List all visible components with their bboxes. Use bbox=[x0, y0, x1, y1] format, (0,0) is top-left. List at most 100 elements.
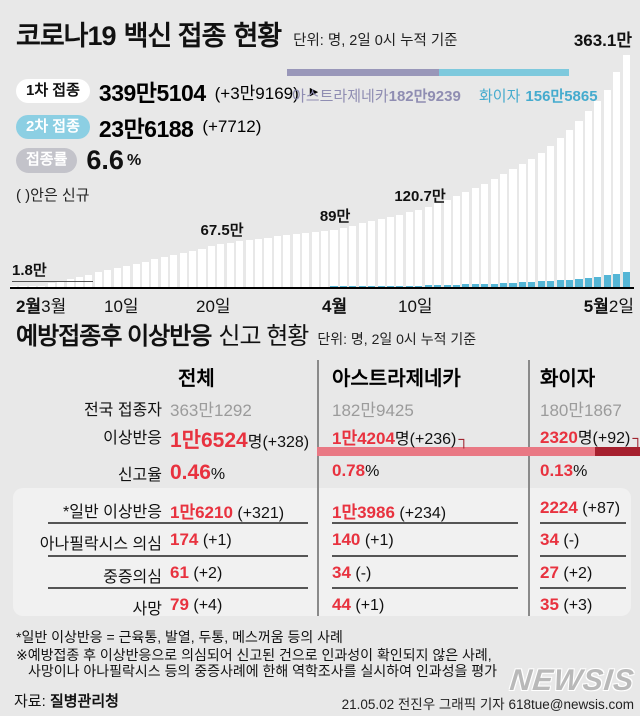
source-value: 질병관리청 bbox=[49, 693, 119, 710]
chart-bar-dose1 bbox=[349, 225, 357, 287]
chart-bar-dose1 bbox=[28, 285, 36, 287]
table-row: 신고율 0.46% 0.78% 0.13% bbox=[0, 461, 640, 485]
chart-bar-dose1 bbox=[198, 248, 206, 287]
table-cell: 0.46% bbox=[170, 461, 226, 484]
chart-bar-dose2 bbox=[518, 282, 527, 287]
row-separator bbox=[540, 555, 626, 557]
chart-bar-dose1 bbox=[132, 263, 140, 287]
chart-bar-dose1 bbox=[38, 285, 46, 287]
chart-bar-dose2 bbox=[339, 285, 347, 287]
table-row: 전국 접종자 363만1292 182만9425 180만1867 bbox=[0, 396, 640, 420]
dose1-row: 1차 접종 339만5104 (+3만9169) ▶ bbox=[16, 74, 318, 108]
pfizer-label: 화이자 bbox=[478, 88, 521, 105]
chart-bar-dose2 bbox=[603, 275, 611, 287]
chart-bar-dose2 bbox=[452, 284, 461, 287]
chart-bar-dose2 bbox=[434, 285, 442, 287]
chart-bar-dose1 bbox=[490, 179, 498, 287]
chart-bar-dose1 bbox=[405, 212, 413, 287]
bracket-connector-icon: ┐ bbox=[458, 431, 469, 448]
chart-bar-dose1 bbox=[575, 120, 583, 287]
table-cell: 35 (+3) bbox=[540, 595, 593, 614]
chart-bar-dose1 bbox=[622, 55, 630, 287]
chart-bar-dose1 bbox=[462, 191, 470, 287]
table-column-header: 아스트라제네카 bbox=[332, 368, 461, 390]
column-divider-2 bbox=[528, 360, 530, 616]
table-row-label: 아나필락시스 의심 bbox=[39, 536, 162, 553]
chart-bar-dose2 bbox=[405, 285, 413, 287]
chart-bar-dose1 bbox=[217, 243, 225, 287]
chart-bar-dose1 bbox=[424, 206, 432, 287]
chart-bar-dose1 bbox=[566, 129, 574, 287]
table-cell: 363만1292 bbox=[170, 401, 252, 420]
table-cell: 140 (+1) bbox=[332, 530, 394, 549]
title-part2: 백신 접종 bbox=[123, 21, 227, 51]
table-row-label: 이상반응 bbox=[103, 430, 162, 447]
chart-x-tick-label: 10일 bbox=[104, 297, 139, 316]
chart-bar-dose1 bbox=[141, 261, 150, 287]
table-cell: 61 (+2) bbox=[170, 563, 223, 582]
chart-bar-dose1 bbox=[75, 276, 84, 287]
chart-bar-dose1 bbox=[264, 237, 272, 287]
split-bar-az-segment bbox=[287, 69, 439, 76]
section2-title-part2: 신고 현황 bbox=[218, 323, 309, 350]
rate-row: 접종률 6.6 % bbox=[16, 145, 141, 176]
table-cell: 2224 (+87) bbox=[540, 498, 621, 517]
chart-x-tick-label: 10일 bbox=[398, 297, 433, 316]
chart-bar-dose1 bbox=[452, 195, 461, 287]
chart-bar-dose1 bbox=[415, 209, 423, 287]
table-cell: 2320명(+92) ┐ bbox=[540, 424, 640, 448]
chart-bar-dose1 bbox=[377, 219, 385, 287]
section2-title-part1: 예방접종후 이상반응 bbox=[16, 323, 212, 350]
chart-bar-dose1 bbox=[104, 270, 112, 287]
table-cell: 1만6524명(+328) bbox=[170, 429, 310, 452]
chart-bar-dose1 bbox=[443, 199, 451, 287]
footnote-2: ※예방접종 후 이상반응으로 의심되어 신고된 건으로 인과성이 확인되지 않은… bbox=[16, 647, 492, 663]
chart-bar-dose2 bbox=[584, 277, 592, 287]
chart-x-tick-label: 5월2일 bbox=[583, 297, 634, 316]
chart-bar-dose1 bbox=[528, 158, 536, 287]
chart-bar-dose1 bbox=[330, 230, 338, 287]
table-row-label: 중증의심 bbox=[103, 569, 162, 586]
chart-value-label: 1.8만 bbox=[12, 259, 93, 282]
chart-bar-dose2 bbox=[358, 285, 366, 287]
chart-bar-dose1 bbox=[226, 242, 234, 287]
chart-bar-dose1 bbox=[66, 278, 74, 287]
chart-bar-dose2 bbox=[443, 284, 451, 287]
column-divider-1 bbox=[317, 360, 319, 616]
credit-line: 21.05.02 전진우 그래픽 기자 618tue@newsis.com bbox=[341, 697, 634, 712]
chart-bar-dose1 bbox=[255, 238, 263, 287]
table-cell: 1만6210 (+321) bbox=[170, 503, 285, 522]
table-row: 중증의심 61 (+2) 34 (-) 27 (+2) bbox=[0, 563, 640, 587]
page-title: 코로나19 백신 접종 현황 단위: 명, 2일 0시 누적 기준 bbox=[16, 14, 458, 53]
table-cell: 34 (-) bbox=[540, 530, 580, 549]
title-part1: 코로나19 bbox=[16, 21, 117, 51]
chart-bar-dose1 bbox=[386, 216, 395, 287]
chart-bar-dose1 bbox=[19, 285, 27, 287]
chart-bar-dose2 bbox=[594, 276, 602, 287]
table-row-label: 사망 bbox=[132, 601, 162, 618]
reaction-bar-pfizer-segment bbox=[594, 447, 640, 456]
chart-bar-dose1 bbox=[10, 285, 18, 287]
table-cell: 34 (-) bbox=[332, 563, 372, 582]
chart-bar-dose1 bbox=[57, 281, 65, 287]
rate-unit: % bbox=[126, 151, 142, 169]
chart-bar-dose1 bbox=[368, 221, 376, 287]
chart-bar-dose1 bbox=[236, 241, 244, 287]
chart-bar-dose2 bbox=[566, 279, 574, 287]
row-separator bbox=[332, 587, 518, 589]
rate-value: 6.6 bbox=[86, 145, 124, 175]
chart-bar-dose1 bbox=[584, 111, 592, 287]
row-separator bbox=[48, 587, 308, 589]
chart-bar-dose1 bbox=[358, 223, 366, 287]
row-separator bbox=[540, 522, 626, 524]
chart-x-ticks: 2월3월 10일 20일 4월 10일 5월2일 bbox=[0, 292, 640, 316]
chart-bar-dose1 bbox=[603, 89, 611, 287]
chart-bar-dose1 bbox=[245, 240, 253, 287]
chart-bar-dose1 bbox=[509, 169, 517, 287]
chart-bar-dose2 bbox=[424, 285, 432, 287]
source-label: 자료: bbox=[14, 693, 46, 710]
reaction-bar-az-segment bbox=[317, 447, 595, 456]
adverse-reaction-table: 전체 아스트라제네카 화이자 전국 접종자 363만1292 182만9425 180만1… bbox=[0, 358, 640, 620]
dose1-split-bar bbox=[287, 69, 569, 76]
